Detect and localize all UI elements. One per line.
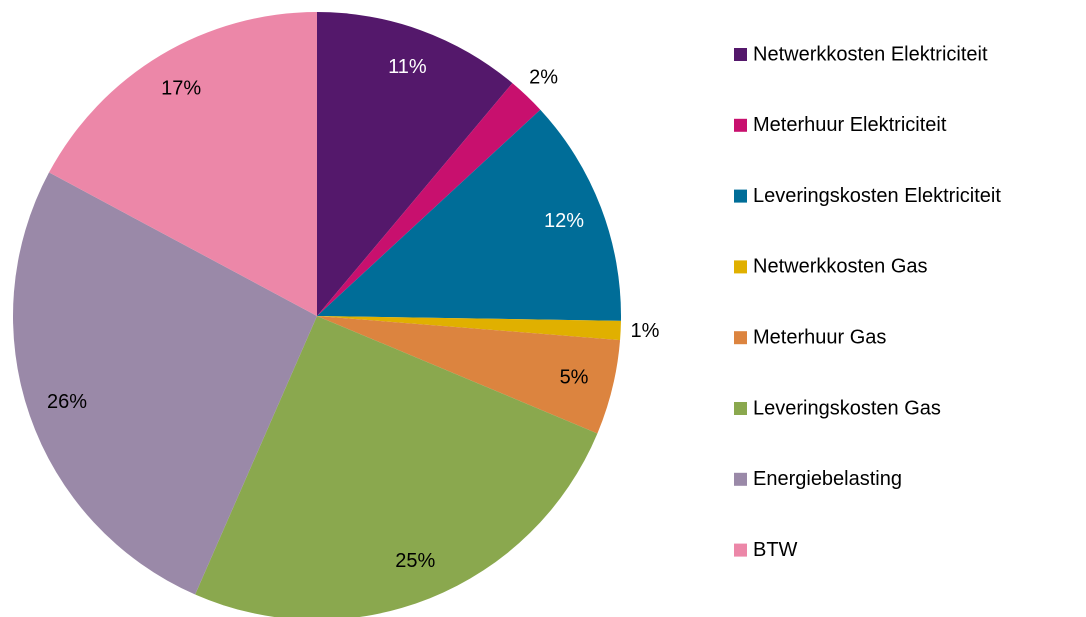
legend-label: Leveringskosten Elektriciteit [753,185,1001,207]
pie-slice [317,12,513,316]
pie-slice [317,316,621,434]
legend-swatch [734,331,747,345]
legend-label: Meterhuur Gas [753,326,886,348]
legend-swatch [734,260,747,274]
pie-slice [195,316,598,617]
data-label: 17% [161,77,201,99]
pie-slice [317,109,621,321]
pie-slice [13,172,317,595]
data-label: 11% [388,56,427,78]
legend-swatch [734,48,747,61]
legend-swatch [734,189,747,203]
pie-slice [317,83,541,316]
data-label: 25% [395,550,435,572]
data-label: 5% [560,367,589,389]
legend-swatch [734,118,747,132]
legend-swatch [734,472,747,486]
legend-swatch [734,402,747,415]
legend-label: BTW [753,539,798,561]
data-label: 12% [544,210,584,232]
legend-label: Energiebelasting [753,468,902,490]
data-label: 26% [47,391,87,413]
legend-label: Meterhuur Elektriciteit [753,114,947,136]
legend-label: Netwerkkosten Elektriciteit [753,43,988,65]
pie-slice [49,12,317,316]
pie-slice [317,316,621,341]
legend-swatch [734,543,747,557]
legend-label: Netwerkkosten Gas [753,256,928,278]
data-label: 1% [630,320,659,342]
data-label: 2% [529,67,558,89]
legend-label: Leveringskosten Gas [753,397,941,419]
